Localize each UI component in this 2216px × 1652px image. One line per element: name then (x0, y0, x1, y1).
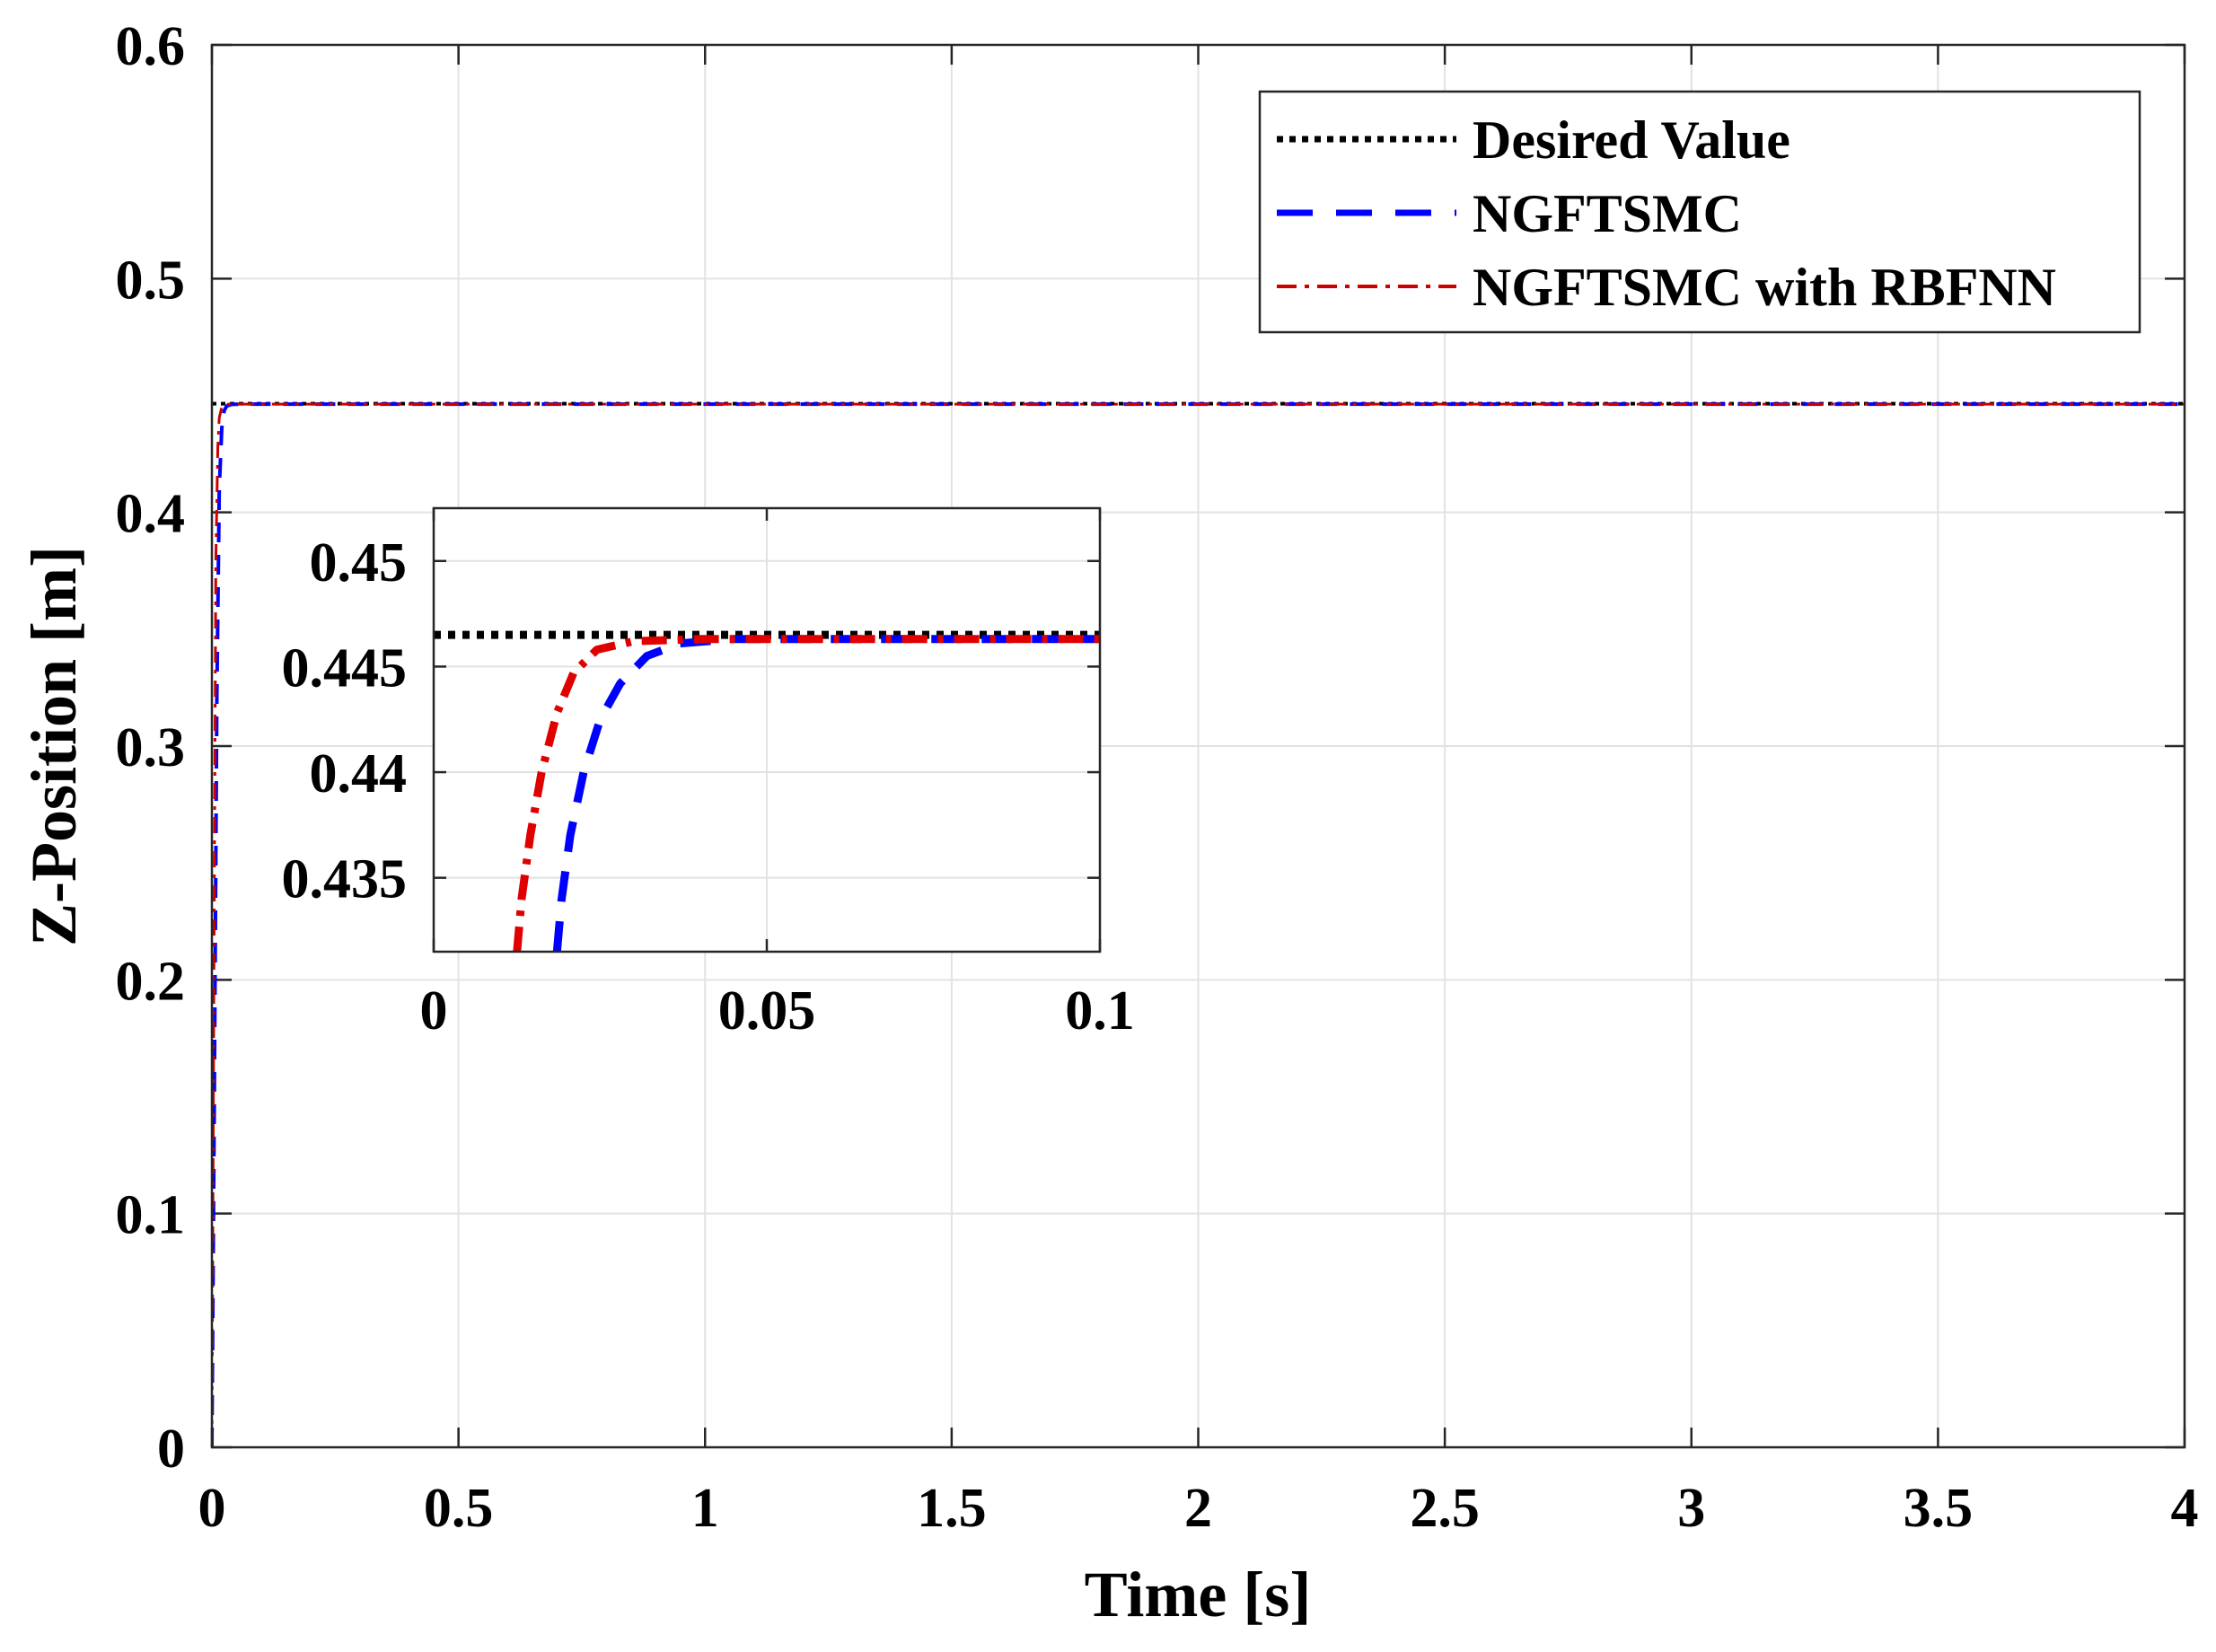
inset-x-tick-label: 0.1 (1065, 980, 1135, 1041)
main-y-tick-label: 0 (157, 1419, 185, 1480)
inset-axes: 0 0.05 0.1 0.435 0.44 0.445 0.45 (282, 506, 1135, 1041)
main-x-tick-label: 3 (1677, 1478, 1705, 1539)
y-axis-label: Z-Position [m] (18, 546, 90, 946)
main-x-tick-label: 0 (198, 1478, 226, 1539)
main-x-tick-labels: 0 0.5 1 1.5 2 2.5 3 3.5 4 (198, 1478, 2199, 1539)
main-series-ngftsmc-with-rbfnn (212, 402, 2185, 1447)
inset-y-tick-label: 0.445 (282, 637, 408, 699)
legend-label-ngftsmc: NGFTSMC (1473, 184, 1742, 243)
inset-x-tick-label: 0 (420, 980, 448, 1041)
main-y-tick-label: 0.3 (116, 717, 186, 778)
main-x-tick-label: 0.5 (424, 1478, 494, 1539)
inset-series-ngftsmc-with-rbfnn (513, 635, 1100, 952)
main-series (212, 401, 2185, 1447)
legend-label-desired-value: Desired Value (1473, 110, 1790, 170)
main-x-tick-label: 4 (2171, 1478, 2199, 1539)
main-x-tick-label: 2 (1184, 1478, 1212, 1539)
inset-y-tick-label: 0.435 (282, 849, 408, 910)
main-y-tick-label: 0.5 (116, 250, 186, 311)
main-y-tick-label: 0.6 (116, 16, 186, 77)
inset-y-tick-label: 0.44 (310, 743, 408, 804)
main-x-tick-label: 3.5 (1904, 1478, 1974, 1539)
main-x-tick-label: 1.5 (917, 1478, 987, 1539)
main-y-tick-label: 0.2 (116, 951, 186, 1012)
inset-series (434, 630, 1100, 952)
x-axis-label: Time [s] (1085, 1559, 1312, 1630)
main-x-tick-label: 1 (691, 1478, 719, 1539)
main-y-tick-labels: 0 0.1 0.2 0.3 0.4 0.5 0.6 (116, 16, 186, 1480)
inset-x-tick-label: 0.05 (718, 980, 816, 1041)
inset-y-tick-labels: 0.435 0.44 0.445 0.45 (282, 532, 408, 910)
main-y-tick-label: 0.1 (116, 1185, 186, 1246)
main-plot-frame (210, 43, 2186, 1449)
main-y-tick-label: 0.4 (116, 484, 186, 545)
inset-plot-frame (432, 506, 1102, 953)
legend: Desired Value NGFTSMC NGFTSMC with RBFNN (1258, 90, 2141, 334)
main-series-ngftsmc (212, 402, 2185, 1447)
inset-x-tick-labels: 0 0.05 0.1 (420, 980, 1135, 1041)
main-x-tick-label: 2.5 (1410, 1478, 1480, 1539)
legend-label-ngftsmc-with-rbfnn: NGFTSMC with RBFNN (1473, 258, 2056, 317)
inset-y-tick-label: 0.45 (310, 532, 408, 593)
